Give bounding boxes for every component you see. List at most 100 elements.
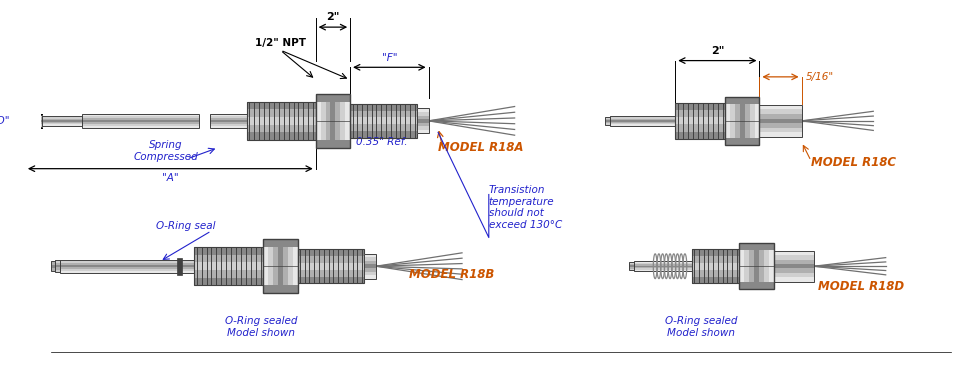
Bar bbox=[730, 97, 735, 145]
Bar bbox=[750, 243, 754, 289]
Bar bbox=[759, 123, 801, 128]
Bar bbox=[417, 116, 429, 119]
Bar bbox=[725, 97, 730, 145]
Bar bbox=[605, 121, 610, 123]
Bar bbox=[83, 120, 199, 122]
Bar bbox=[350, 110, 417, 118]
Bar bbox=[42, 116, 83, 126]
Bar bbox=[210, 114, 247, 116]
Text: 1/2" NPT: 1/2" NPT bbox=[255, 38, 306, 48]
Bar bbox=[42, 121, 83, 123]
Bar bbox=[210, 120, 247, 122]
Polygon shape bbox=[725, 97, 759, 104]
Bar bbox=[759, 114, 801, 119]
Bar bbox=[676, 124, 725, 132]
Polygon shape bbox=[316, 139, 350, 148]
Text: "D": "D" bbox=[0, 116, 10, 126]
Text: MODEL R18D: MODEL R18D bbox=[818, 280, 904, 293]
Bar bbox=[740, 97, 745, 145]
Bar bbox=[364, 265, 376, 268]
Bar bbox=[61, 265, 194, 268]
Bar bbox=[61, 259, 194, 273]
Bar bbox=[629, 262, 634, 264]
Bar bbox=[735, 97, 740, 145]
Bar bbox=[335, 94, 340, 148]
Bar bbox=[610, 124, 676, 126]
Bar bbox=[364, 257, 376, 261]
Bar bbox=[754, 97, 760, 145]
Bar bbox=[417, 126, 429, 130]
Bar bbox=[610, 123, 676, 124]
Bar bbox=[774, 277, 814, 282]
Bar bbox=[605, 117, 610, 125]
Bar bbox=[61, 269, 194, 271]
Bar bbox=[42, 116, 83, 118]
Bar bbox=[759, 119, 801, 123]
Bar bbox=[634, 268, 692, 270]
Bar bbox=[283, 239, 288, 293]
Bar bbox=[417, 112, 429, 116]
Bar bbox=[692, 277, 739, 284]
Bar bbox=[350, 124, 417, 131]
Text: "A": "A" bbox=[162, 172, 179, 182]
Bar bbox=[634, 270, 692, 271]
Bar bbox=[759, 105, 801, 137]
Bar bbox=[194, 247, 263, 255]
Bar bbox=[634, 261, 692, 263]
Bar bbox=[774, 260, 814, 264]
Bar bbox=[210, 126, 247, 128]
Bar bbox=[769, 243, 775, 289]
Bar bbox=[83, 116, 199, 118]
Bar bbox=[263, 239, 268, 293]
Bar bbox=[298, 277, 364, 284]
Bar bbox=[364, 275, 376, 279]
Bar bbox=[55, 261, 61, 272]
Bar bbox=[61, 267, 194, 269]
Bar bbox=[42, 117, 83, 119]
Bar bbox=[610, 121, 676, 123]
Bar bbox=[210, 114, 247, 128]
Bar bbox=[37, 117, 42, 120]
Bar bbox=[42, 120, 83, 122]
Bar bbox=[55, 261, 61, 263]
Bar bbox=[759, 109, 801, 114]
Bar bbox=[247, 102, 316, 110]
Bar bbox=[364, 272, 376, 275]
Polygon shape bbox=[725, 138, 759, 145]
Bar bbox=[340, 94, 346, 148]
Bar bbox=[364, 261, 376, 265]
Bar bbox=[774, 255, 814, 260]
Text: MODEL R18A: MODEL R18A bbox=[438, 141, 524, 155]
Bar bbox=[268, 239, 273, 293]
Bar bbox=[759, 132, 801, 137]
Bar bbox=[634, 267, 692, 269]
Bar bbox=[610, 120, 676, 122]
Bar bbox=[61, 259, 194, 262]
Bar bbox=[316, 94, 350, 148]
Bar bbox=[42, 119, 83, 120]
Bar bbox=[37, 115, 42, 118]
Bar bbox=[764, 243, 769, 289]
Text: MODEL R18C: MODEL R18C bbox=[811, 156, 896, 169]
Bar bbox=[739, 243, 745, 289]
Text: "F": "F" bbox=[382, 52, 397, 62]
Bar bbox=[247, 132, 316, 140]
Bar bbox=[55, 265, 61, 268]
Bar bbox=[210, 116, 247, 118]
Bar bbox=[417, 123, 429, 127]
Bar bbox=[247, 125, 316, 132]
Bar bbox=[610, 116, 676, 126]
Polygon shape bbox=[739, 243, 774, 250]
Text: 0.35" Ref.: 0.35" Ref. bbox=[356, 137, 407, 147]
Bar bbox=[774, 273, 814, 277]
Bar bbox=[194, 278, 263, 286]
Bar bbox=[692, 263, 739, 270]
Bar bbox=[194, 255, 263, 263]
Bar bbox=[745, 97, 750, 145]
Bar bbox=[634, 261, 692, 271]
Bar bbox=[37, 124, 42, 127]
Bar bbox=[61, 264, 194, 266]
Bar bbox=[51, 261, 55, 271]
Bar bbox=[629, 269, 634, 270]
Bar bbox=[610, 116, 676, 118]
